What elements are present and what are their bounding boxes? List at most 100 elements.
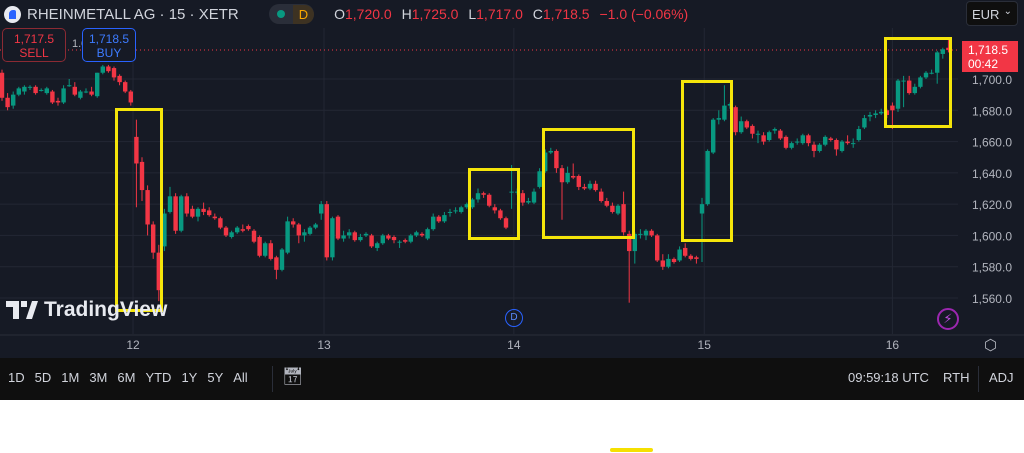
candle-down [890,105,895,111]
candle-up [263,243,268,256]
adjust-toggle[interactable]: ADJ [989,370,1014,385]
ohlc-legend: O1,720.0 H1,725.0 L1,717.0 C1,718.5 −1.0… [334,6,694,22]
candle-up [531,191,537,203]
candle-down [257,236,262,256]
candle-up [285,221,290,253]
range-6m[interactable]: 6M [117,370,136,385]
y-tick-label: 1,640.0 [972,167,1012,181]
candle-up [795,141,800,143]
annotation-rectangle[interactable] [884,37,952,128]
candle-down [190,208,195,217]
dividend-marker[interactable]: D [505,309,523,327]
divider [272,366,273,392]
candle-up [862,118,867,128]
candle-down [660,260,665,267]
candle-down [744,121,749,128]
candle-down [369,235,374,247]
candle-up [638,233,643,235]
current-price-label: 1,718.5 00:42 [962,41,1018,72]
symbol-title[interactable]: RHEINMETALL AG · 15 · XETR [27,5,239,23]
close-label: C [532,6,543,22]
candle-down [184,196,189,214]
candle-down [291,221,296,225]
go-to-date-icon[interactable]: 📅︎ [282,367,304,386]
candle-up [839,141,845,151]
candle-down [33,86,38,94]
range-5y[interactable]: 5Y [207,370,224,385]
current-price: 1,718.5 [968,43,1009,57]
candle-down [50,91,55,103]
data-badge: D [292,4,315,24]
candle-up [61,88,66,103]
annotation-rectangle[interactable] [542,128,635,239]
candle-down [761,135,766,142]
candle-up [358,236,363,241]
annotation-rectangle[interactable] [468,168,520,240]
range-5d[interactable]: 5D [34,370,52,385]
candle-down [89,91,94,95]
candle-down [834,140,839,150]
annotation-rectangle[interactable] [115,108,163,312]
candle-down [218,218,223,228]
session-toggle[interactable]: RTH [943,370,970,385]
range-3m[interactable]: 3M [89,370,108,385]
candle-up [851,143,856,145]
candle-down [173,196,178,231]
candle-up [789,143,794,148]
x-tick-label: 13 [317,338,331,352]
y-tick-label: 1,620.0 [972,198,1012,212]
range-all[interactable]: All [233,370,248,385]
chart-pane[interactable]: 1,560.0 1,580.0 1,600.0 1,620.0 1,640.0 1,660… [0,0,1024,358]
candle-up [100,66,105,73]
candle-down [145,190,150,225]
candle-down [436,216,441,222]
sell-price: 1,717.5 [13,32,55,46]
tradingview-logo-icon [6,301,38,319]
currency-dropdown[interactable]: EUR ⌄ [966,1,1018,26]
y-tick-label: 1,700.0 [972,73,1012,87]
lightning-icon[interactable]: ⚡︎ [937,308,959,330]
candle-down [151,224,156,253]
candle-down [503,218,509,228]
candle-down [128,91,133,103]
range-1y[interactable]: 1Y [181,370,198,385]
candle-up [739,121,744,133]
candle-up [27,86,33,88]
candle-down [335,216,341,239]
range-1d[interactable]: 1D [8,370,25,385]
candlestick-chart[interactable]: 1,560.0 1,580.0 1,600.0 1,620.0 1,640.0 1,660… [0,0,1024,358]
buy-button[interactable]: 1,718.5 BUY [82,28,136,62]
candle-up [363,233,369,236]
candle-up [509,191,514,193]
candle-down [352,232,357,241]
chart-settings-icon[interactable]: ⬡ [984,337,998,354]
candle-up [935,52,940,73]
high-value: 1,725.0 [411,6,459,22]
watermark-text: TradingView [44,298,168,321]
chevron-down-icon: ⌄ [1003,6,1012,17]
candle-down [778,130,783,139]
candle-up [307,227,313,234]
annotation-rectangle[interactable] [681,80,733,242]
candle-up [722,105,727,120]
range-1m[interactable]: 1M [61,370,80,385]
x-tick-label: 15 [698,338,712,352]
candle-down [324,204,329,258]
sell-button[interactable]: 1,717.5 SELL [2,28,66,62]
candle-down [599,191,604,202]
open-value: 1,720.0 [345,6,392,22]
candle-up [330,218,335,258]
candle-up [408,235,413,242]
candle-down [123,82,128,92]
candle-up [632,233,637,252]
range-selector: 1D 5D 1M 3M 6M YTD 1Y 5Y All [8,370,248,385]
candle-up [940,49,945,54]
candle-down [391,236,397,241]
candle-up [901,80,906,82]
range-ytd[interactable]: YTD [145,370,172,385]
candle-up [459,207,464,212]
market-status-badge[interactable]: D [268,4,315,24]
clock[interactable]: 09:59:18 UTC [848,370,929,385]
market-open-icon [276,10,285,18]
candle-down [604,201,609,206]
